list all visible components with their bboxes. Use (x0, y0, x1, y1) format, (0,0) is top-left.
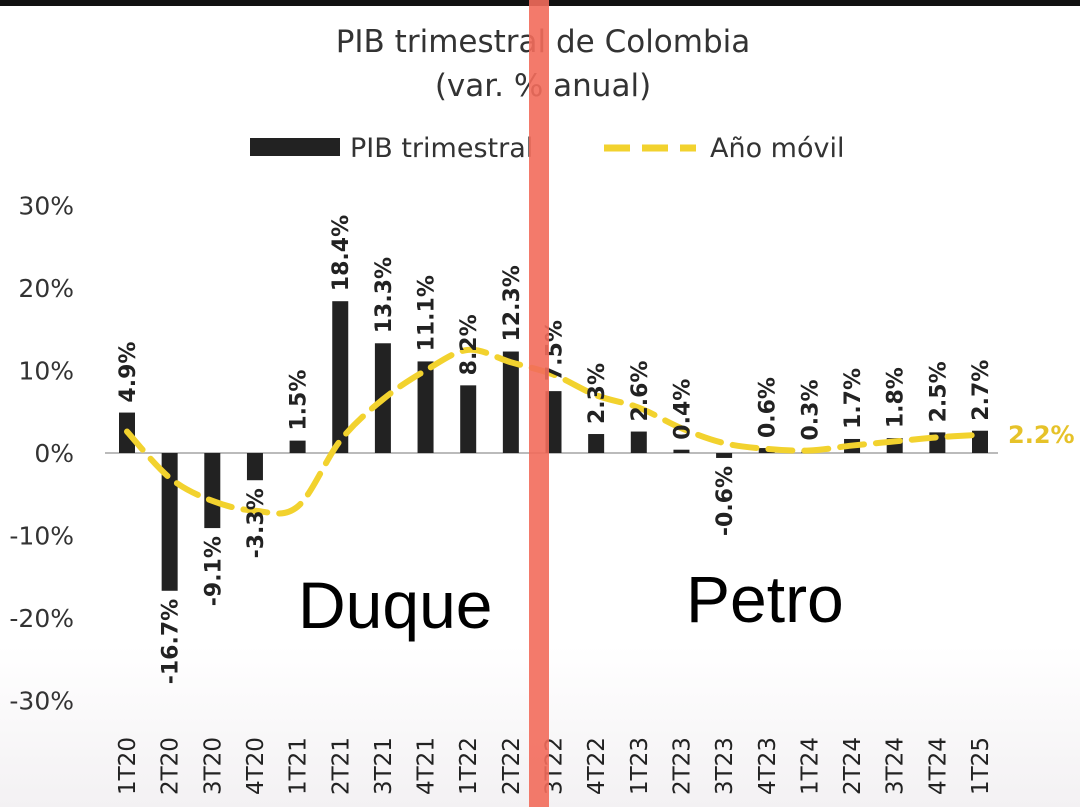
data-label: 0.3% (798, 380, 823, 441)
x-tick-label: 4T23 (755, 737, 781, 795)
y-tick-label: -30% (9, 687, 74, 716)
bar (972, 430, 988, 453)
bar (630, 431, 647, 453)
bar (417, 361, 434, 453)
data-label: 2.6% (628, 361, 653, 422)
bar (161, 453, 178, 591)
bar (289, 440, 306, 453)
government-divider (529, 0, 549, 807)
y-tick-label: -20% (9, 604, 74, 633)
x-tick-label: 1T21 (286, 737, 312, 795)
x-tick-label: 4T21 (414, 737, 440, 795)
x-tick-label: 1T20 (115, 737, 141, 795)
y-axis: 30% 20% 10% 0% -10% -20% -30% (9, 192, 74, 716)
bar (204, 453, 221, 529)
legend-bar-label: PIB trimestral (350, 133, 533, 164)
line-end-label: 2.2% (1008, 421, 1075, 449)
x-tick-label: 1T23 (627, 737, 653, 795)
data-label: 18.4% (329, 215, 354, 291)
data-label: 11.1% (415, 275, 440, 351)
x-tick-label: 4T20 (243, 737, 269, 795)
x-tick-label: 3T21 (371, 737, 397, 795)
x-axis-ticks: 1T20 2T20 3T20 4T20 1T21 2T21 3T21 4T21 1T22 2T22… (115, 737, 994, 795)
x-tick-label: 2T20 (158, 737, 184, 795)
annotation-duque: Duque (298, 568, 493, 642)
y-tick-label: 10% (18, 357, 74, 386)
data-label: 1.8% (884, 367, 909, 428)
x-tick-label: 3T24 (883, 737, 909, 795)
legend: PIB trimestral Año móvil (250, 133, 845, 164)
x-tick-label: 2T23 (669, 737, 695, 795)
data-label: 0.4% (670, 379, 695, 440)
bar (545, 391, 562, 453)
legend-bar-swatch (250, 138, 340, 156)
x-tick-label: 2T22 (499, 737, 525, 795)
data-label: 1.7% (841, 368, 866, 429)
bar (673, 449, 690, 453)
bar (502, 351, 519, 453)
x-tick-label: 2T24 (840, 737, 866, 795)
data-label: 2.3% (585, 363, 610, 424)
data-label: -0.6% (713, 466, 738, 536)
y-tick-label: 30% (18, 192, 74, 221)
data-label: 13.3% (372, 257, 397, 333)
y-tick-label: 20% (18, 274, 74, 303)
data-label: 1.5% (287, 370, 312, 431)
bar (332, 301, 349, 453)
line-series (124, 346, 983, 517)
legend-line-label: Año móvil (710, 133, 845, 164)
x-tick-label: 1T24 (797, 737, 823, 795)
data-label: 0.6% (756, 377, 781, 438)
data-label: 8.2% (457, 314, 482, 375)
data-labels: 4.9% -16.7% -9.1% -3.3% 1.5% 18.4% 13.3% 11.1% 8… (116, 215, 994, 684)
annotation-petro: Petro (686, 562, 844, 636)
x-tick-label: 1T22 (456, 737, 482, 795)
x-tick-label: 3T23 (712, 737, 738, 795)
x-tick-label: 3T20 (200, 737, 226, 795)
data-label: 2.7% (969, 360, 994, 421)
x-tick-label: 1T25 (968, 737, 994, 795)
bar (588, 434, 605, 453)
data-label: 4.9% (116, 342, 141, 403)
y-tick-label: 0% (34, 439, 74, 468)
data-label: -16.7% (159, 599, 184, 684)
data-label: -9.1% (201, 536, 226, 606)
bar (716, 453, 733, 458)
bar (460, 385, 477, 453)
data-label: 2.5% (926, 361, 951, 422)
x-tick-label: 4T22 (584, 737, 610, 795)
data-label: -3.3% (244, 488, 269, 558)
moving-average-line (124, 346, 983, 517)
bar (246, 453, 263, 481)
y-tick-label: -10% (9, 522, 74, 551)
x-tick-label: 4T24 (925, 737, 951, 795)
data-label: 12.3% (500, 265, 525, 341)
x-tick-label: 2T21 (328, 737, 354, 795)
